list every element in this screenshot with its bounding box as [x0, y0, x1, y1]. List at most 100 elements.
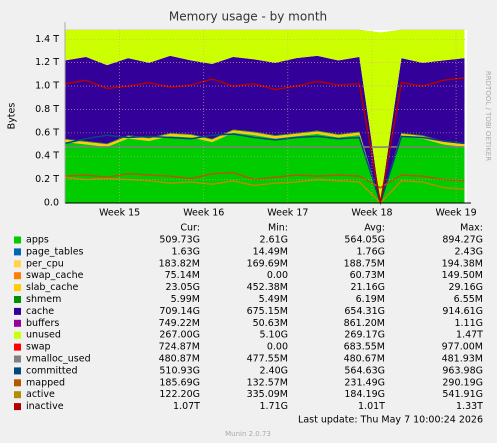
stat-value: 0.00	[267, 270, 288, 281]
stat-value: 21.16G	[350, 282, 385, 293]
stat-value: 977.00M	[442, 342, 483, 353]
legend-swatch	[14, 284, 21, 292]
legend-swatch	[14, 260, 21, 268]
legend-label: swap	[26, 342, 51, 353]
x-tick-label: Week 19	[435, 208, 476, 219]
stat-value: 1.33T	[456, 401, 483, 412]
stat-value: 1.11G	[454, 318, 483, 329]
stat-value: 231.49G	[344, 377, 385, 388]
legend-swatch	[14, 391, 21, 399]
legend-label: page_tables	[26, 246, 84, 257]
legend-label: vmalloc_used	[26, 354, 91, 365]
stat-value: 1.63G	[171, 246, 200, 257]
legend-label: unused	[26, 330, 61, 341]
legend-label: slab_cache	[26, 282, 78, 293]
chart-title: Memory usage - by month	[169, 10, 327, 24]
stat-value: 169.69M	[247, 258, 288, 269]
legend-swatch	[14, 343, 21, 351]
stat-value: 1.07T	[173, 401, 200, 412]
stat-value: 60.73M	[350, 270, 385, 281]
stat-value: 564.05G	[344, 235, 385, 246]
stat-value: 185.69G	[159, 377, 200, 388]
stat-value: 132.57M	[247, 377, 288, 388]
side-text: RRDTOOL / TOBI OETIKER	[484, 71, 492, 161]
area	[65, 30, 465, 202]
legend-label: committed	[26, 365, 78, 376]
legend-label: apps	[26, 235, 49, 246]
stat-value: 6.19M	[356, 294, 385, 305]
line	[64, 133, 465, 206]
column-header: Max:	[460, 223, 483, 234]
legend-swatch	[14, 307, 21, 315]
stat-value: 23.05G	[165, 282, 200, 293]
y-tick-label: 0.6 T	[35, 127, 59, 138]
legend-swatch	[14, 379, 21, 387]
legend-label: active	[26, 389, 55, 400]
stat-value: 541.91G	[442, 389, 483, 400]
stat-value: 1.47T	[456, 330, 483, 341]
y-tick-label: 1.2 T	[35, 57, 59, 68]
stat-value: 749.22M	[159, 318, 200, 329]
stat-value: 724.87M	[159, 342, 200, 353]
stat-value: 654.31G	[344, 306, 385, 317]
y-tick-label: 1.0 T	[35, 81, 59, 92]
column-header: Avg:	[364, 223, 385, 234]
stat-value: 477.55M	[247, 354, 288, 365]
legend-swatch	[14, 248, 21, 256]
stat-value: 122.20G	[159, 389, 200, 400]
y-tick-label: 0.8 T	[35, 104, 59, 115]
stat-value: 1.01T	[358, 401, 385, 412]
stat-value: 6.55M	[454, 294, 483, 305]
stat-value: 509.73G	[159, 235, 200, 246]
stat-value: 2.61G	[259, 235, 288, 246]
stat-value: 2.40G	[259, 365, 288, 376]
stat-value: 50.63M	[253, 318, 288, 329]
stat-value: 75.14M	[165, 270, 200, 281]
legend-label: inactive	[26, 401, 64, 412]
y-tick-label: 0.2 T	[35, 174, 59, 185]
legend-swatch	[14, 296, 21, 303]
last-update: Last update: Thu May 7 10:00:24 2026	[298, 415, 483, 426]
stat-value: 480.67M	[344, 354, 385, 365]
legend-label: per_cpu	[26, 258, 64, 269]
legend-label: shmem	[26, 294, 61, 305]
stat-value: 675.15M	[247, 306, 288, 317]
legend-swatch	[14, 331, 21, 339]
stat-value: 29.16G	[448, 282, 483, 293]
stat-value: 914.61G	[442, 306, 483, 317]
area	[65, 132, 465, 203]
y-tick-label: 0.0	[44, 198, 59, 209]
legend-swatch	[14, 367, 21, 375]
stat-value: 5.49M	[259, 294, 288, 305]
stat-value: 290.19G	[442, 377, 483, 388]
stat-value: 194.38M	[442, 258, 483, 269]
stat-value: 0.00	[267, 342, 288, 353]
x-tick-label: Week 15	[99, 208, 140, 219]
legend-swatch	[14, 355, 21, 363]
stat-value: 683.55M	[344, 342, 385, 353]
y-axis-label: Bytes	[7, 103, 18, 130]
stat-value: 894.27G	[442, 235, 483, 246]
stat-value: 1.71G	[259, 401, 288, 412]
legend-label: cache	[26, 306, 54, 317]
stat-value: 183.82M	[159, 258, 200, 269]
stat-value: 963.98G	[442, 365, 483, 376]
stat-value: 267.00G	[159, 330, 200, 341]
stat-value: 149.50M	[442, 270, 483, 281]
area	[65, 55, 465, 202]
column-header: Min:	[268, 223, 288, 234]
stat-value: 5.10G	[259, 330, 288, 341]
stat-value: 510.93G	[159, 365, 200, 376]
y-tick-label: 0.4 T	[35, 151, 59, 162]
stat-value: 861.20M	[344, 318, 385, 329]
stat-value: 564.63G	[344, 365, 385, 376]
legend-swatch	[14, 403, 21, 411]
stat-value: 5.99M	[171, 294, 200, 305]
stat-value: 269.17G	[344, 330, 385, 341]
legend-label: buffers	[26, 318, 59, 329]
x-tick-label: Week 18	[351, 208, 392, 219]
x-tick-label: Week 16	[183, 208, 224, 219]
legend-label: swap_cache	[26, 270, 84, 281]
stat-value: 335.09M	[247, 389, 288, 400]
x-tick-label: Week 17	[267, 208, 308, 219]
